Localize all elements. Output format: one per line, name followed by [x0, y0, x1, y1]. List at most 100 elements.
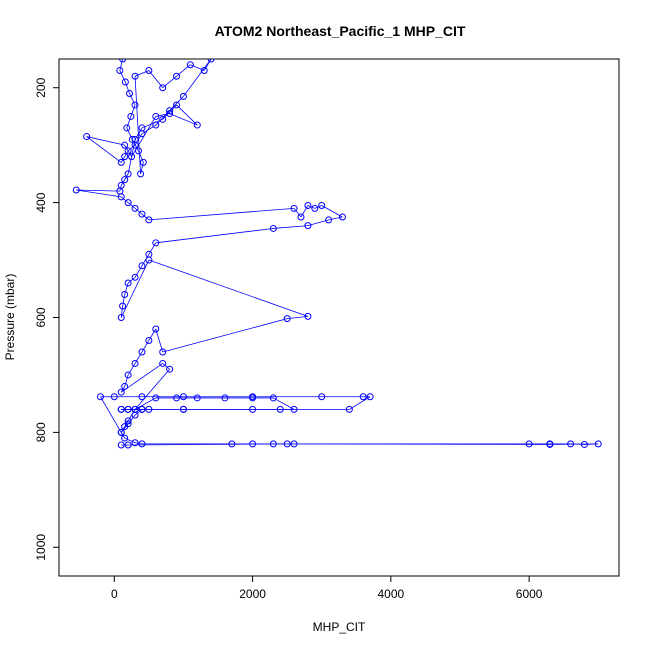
- data-segment: [127, 363, 136, 376]
- data-segment: [124, 374, 129, 387]
- data-point: [124, 417, 132, 425]
- data-point: [124, 420, 132, 428]
- data-point: [117, 405, 125, 413]
- data-segment: [127, 414, 136, 425]
- data-point: [249, 394, 257, 402]
- data-point: [318, 201, 326, 209]
- data-segment: [120, 259, 150, 318]
- data-point: [179, 92, 187, 100]
- data-segment: [134, 76, 141, 174]
- data-point: [580, 440, 588, 448]
- data-point: [126, 89, 134, 97]
- data-point: [269, 394, 277, 402]
- data-point: [131, 72, 139, 80]
- y-axis-label: Pressure (mbar): [3, 274, 17, 361]
- data-point: [366, 393, 374, 401]
- data-segment: [124, 282, 129, 295]
- data-point: [228, 440, 236, 448]
- data-line-series: [76, 59, 599, 446]
- data-segment: [124, 437, 136, 444]
- data-point: [318, 393, 326, 401]
- data-point: [128, 135, 136, 143]
- y-tick-label: 400: [34, 192, 48, 212]
- data-point: [116, 66, 124, 74]
- data-point: [131, 135, 139, 143]
- data-segment: [130, 104, 136, 117]
- data-point: [145, 336, 153, 344]
- data-point: [173, 72, 181, 80]
- data-point: [297, 213, 305, 221]
- data-segment: [140, 162, 144, 174]
- data-point: [159, 359, 167, 367]
- data-segment: [86, 136, 125, 146]
- data-point: [138, 393, 146, 401]
- data-point: [124, 147, 132, 155]
- data-segment: [128, 443, 295, 446]
- chart-title: ATOM2 Northeast_Pacific_1 MHP_CIT: [215, 23, 466, 39]
- data-point: [249, 405, 257, 413]
- data-segment: [134, 265, 143, 278]
- data-segment: [148, 259, 309, 317]
- data-segment: [314, 205, 322, 209]
- data-point: [124, 441, 132, 449]
- data-segment: [134, 208, 143, 215]
- data-segment: [141, 340, 150, 353]
- data-point: [152, 121, 160, 129]
- data-point: [173, 394, 181, 402]
- data-segment: [134, 368, 170, 410]
- data-point: [117, 193, 125, 201]
- data-point: [139, 158, 147, 166]
- data-segment: [122, 294, 126, 307]
- data-segment: [176, 104, 198, 126]
- data-segment: [148, 207, 295, 221]
- y-tick-label: 200: [34, 77, 48, 97]
- data-segment: [328, 216, 343, 221]
- data-point: [304, 312, 312, 320]
- x-tick-label: 2000: [239, 587, 266, 601]
- data-point: [290, 440, 298, 448]
- data-segment: [155, 228, 274, 244]
- data-point: [166, 365, 174, 373]
- data-segment: [148, 70, 164, 88]
- data-point: [117, 388, 125, 396]
- data-point: [221, 394, 229, 402]
- data-point: [145, 66, 153, 74]
- data-point: [186, 61, 194, 69]
- data-point: [131, 273, 139, 281]
- data-segment: [134, 351, 143, 364]
- data-segment: [148, 328, 157, 341]
- data-point: [121, 434, 129, 442]
- data-segment: [134, 409, 143, 416]
- data-point: [207, 59, 215, 63]
- data-segment: [169, 113, 198, 126]
- data-segment: [273, 225, 308, 229]
- data-point: [138, 405, 146, 413]
- data-point: [311, 204, 319, 212]
- data-point: [290, 204, 298, 212]
- data-point: [131, 359, 139, 367]
- data-point: [117, 158, 125, 166]
- data-point: [138, 124, 146, 132]
- x-tick-label: 4000: [378, 587, 405, 601]
- data-point: [546, 440, 554, 448]
- data-point-series: [72, 59, 602, 449]
- data-point: [138, 440, 146, 448]
- data-segment: [300, 205, 309, 218]
- data-point: [166, 107, 174, 115]
- x-axis-label: MHP_CIT: [313, 620, 366, 634]
- data-point: [124, 371, 132, 379]
- data-segment: [120, 196, 129, 203]
- data-point: [359, 393, 367, 401]
- data-point: [121, 176, 129, 184]
- data-point: [119, 59, 127, 63]
- data-point: [269, 440, 277, 448]
- data-segment: [349, 396, 371, 410]
- data-point: [166, 110, 174, 118]
- data-point: [179, 405, 187, 413]
- data-point: [121, 382, 129, 390]
- data-point: [128, 153, 136, 161]
- data-point: [124, 170, 132, 178]
- data-segment: [162, 363, 170, 370]
- data-point: [127, 112, 135, 120]
